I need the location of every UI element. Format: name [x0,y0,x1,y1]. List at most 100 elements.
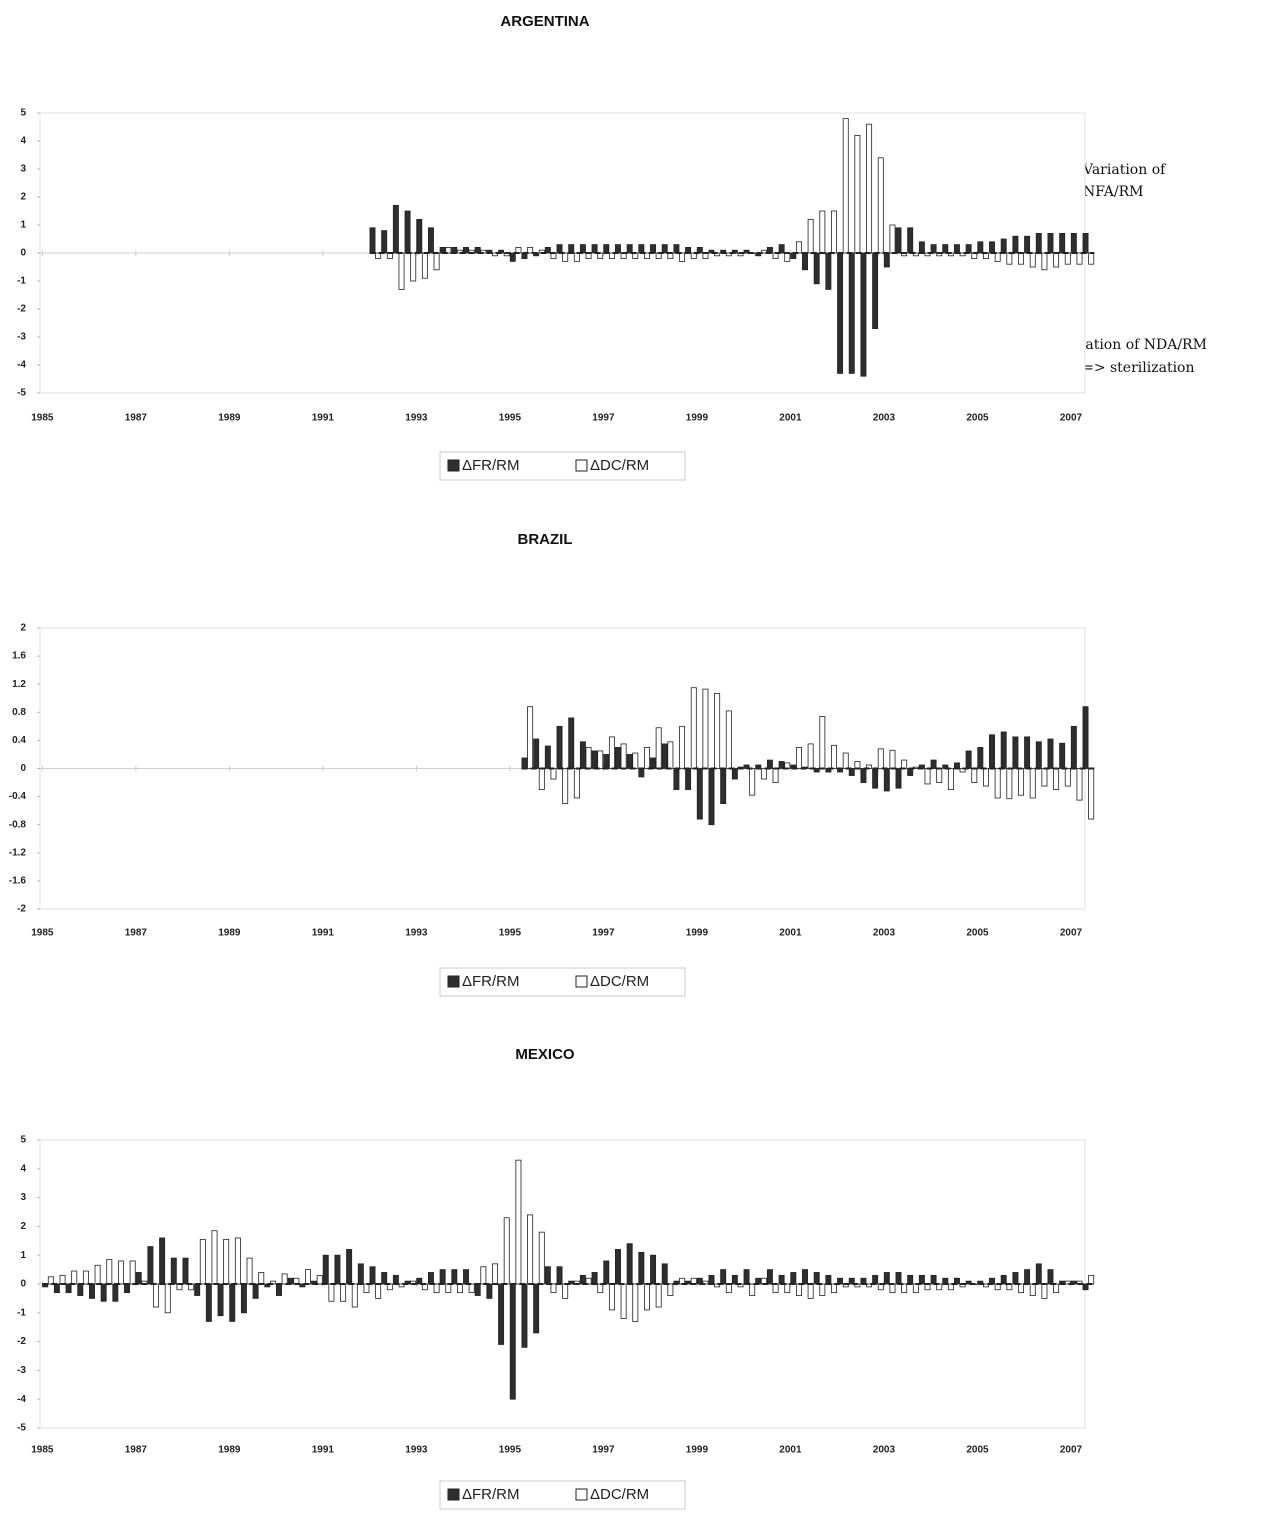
bar [795,747,802,769]
bar [1047,232,1054,254]
bar [708,249,715,254]
bar [159,1237,166,1285]
bar [807,1283,814,1299]
annotation: NFA/RM [1083,184,1143,200]
legend-swatch [447,459,460,472]
bar [240,1283,247,1314]
bar [1029,252,1036,268]
bar [638,1251,645,1285]
bar [720,768,727,805]
y-tick-label: 0 [20,248,26,259]
bar [626,754,633,769]
bar [550,1283,557,1294]
bar [1035,741,1042,769]
y-tick-label: -5 [17,1423,26,1434]
bar [743,249,750,254]
bar [848,1277,855,1285]
bar [381,230,388,254]
bar [626,1243,633,1285]
legend-box [439,451,686,481]
bar [521,757,528,769]
bar [445,1283,452,1294]
legend-label: ΔDC/RM [590,1486,649,1503]
bar [550,768,557,780]
bar [1000,1274,1007,1285]
x-tick-label: 2003 [873,928,896,939]
bar [837,252,844,374]
bar [901,759,908,769]
bar [276,1283,282,1296]
bar [562,1283,569,1299]
y-tick-label: -1 [17,1307,26,1318]
bar [135,1272,142,1285]
bar [346,1249,353,1285]
bar [503,1217,510,1285]
bar [106,1259,113,1285]
x-tick-label: 1997 [592,928,615,939]
bar [573,768,580,799]
bar [883,252,890,268]
bar [591,1272,598,1285]
bar [375,252,382,259]
bar [638,244,645,254]
bar [831,1283,837,1294]
bar [544,1266,551,1285]
bar [638,768,645,778]
y-tick-label: 1 [20,1250,26,1261]
bar [708,768,715,826]
y-tick-label: -0.4 [9,791,27,802]
x-tick-label: 1997 [592,1445,615,1456]
y-tick-label: -3 [17,1365,26,1376]
legend-swatch [447,975,460,988]
bar [509,252,516,262]
legend-swatch [575,459,588,472]
bar [802,252,808,271]
bar [802,1269,808,1285]
bar [848,252,855,374]
bar [965,1280,972,1285]
bar [877,748,884,769]
y-tick-label: 0 [20,1279,26,1290]
bar [953,244,960,254]
bar [65,1283,72,1294]
bar [404,210,411,254]
bar [392,1274,399,1285]
bar [538,1231,545,1285]
bar [813,1272,820,1285]
bar [714,1283,721,1288]
bar [1012,1272,1019,1285]
bar [784,1283,791,1294]
bar [1000,731,1007,769]
bar [825,1274,832,1285]
annotation: Variation of NDA/RM [1056,337,1207,353]
bar [527,706,534,769]
x-tick-label: 2005 [966,928,989,939]
bar [685,768,692,790]
x-tick-label: 1993 [405,1445,428,1456]
bar [778,1274,785,1285]
bar [59,1274,66,1285]
bar [1041,252,1048,271]
bar [1018,768,1025,796]
bar [661,244,668,254]
bar [562,252,569,262]
bar [860,252,867,377]
bar [521,1283,528,1348]
bar [316,1274,323,1285]
x-tick-label: 2001 [779,413,802,424]
x-tick-label: 1985 [31,928,54,939]
bar [556,244,563,254]
bar [515,1159,522,1285]
bar [468,1283,475,1294]
legend-label: ΔDC/RM [590,973,649,990]
y-tick-label: -5 [17,388,26,399]
y-tick-label: 5 [20,108,26,119]
bar [421,252,428,279]
bar [205,1283,212,1322]
bar [866,123,873,254]
bar [433,1283,440,1294]
y-tick-label: 1 [20,220,26,231]
chart-title: BRAZIL [518,531,573,548]
legend: ΔFR/RM ΔDC/RM [439,967,686,997]
bar [1012,235,1019,254]
